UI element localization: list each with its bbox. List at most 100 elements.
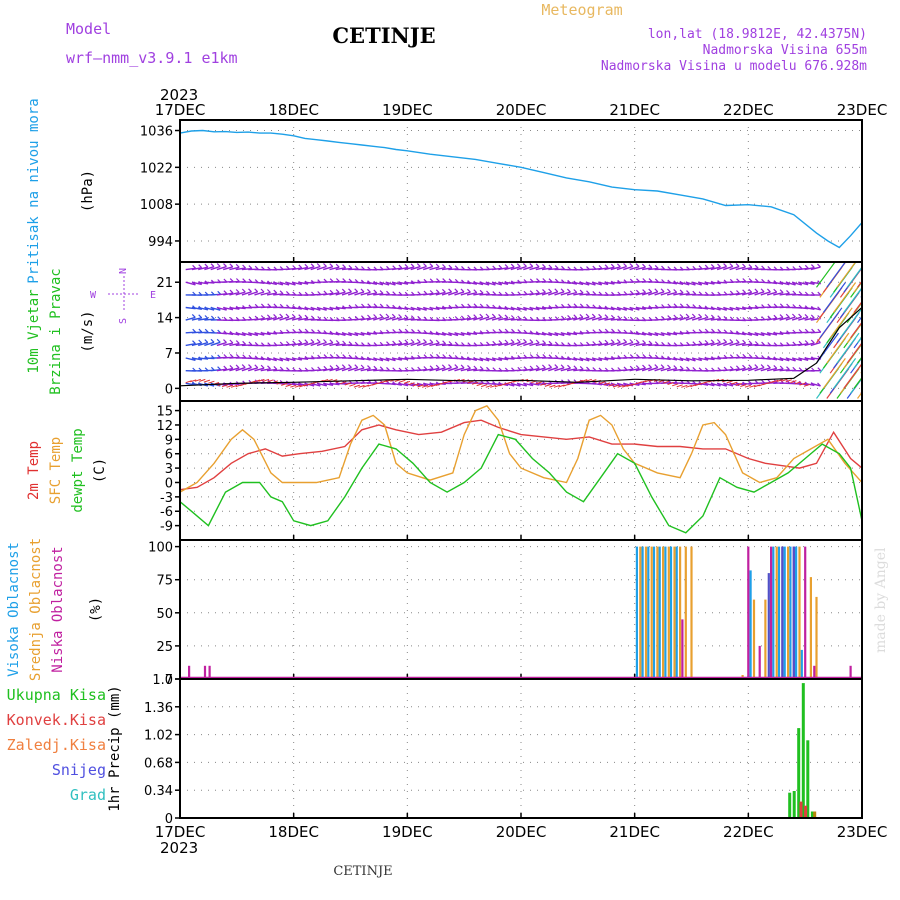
y-axis-label: (m/s) [80, 310, 96, 352]
bar [806, 740, 810, 818]
year-top: 2023 [160, 86, 198, 104]
y-axis-label: Srednja Oblacnost [28, 538, 44, 681]
bar [770, 546, 773, 679]
pressure-grid [180, 120, 862, 262]
y-axis-label: Brzina i Pravac [48, 268, 64, 394]
bar [652, 546, 656, 679]
y-tick-label: 14 [156, 312, 173, 327]
page-title: CETINJE [332, 23, 435, 48]
model-label: Model [66, 20, 111, 38]
series-line-dewpt-temp [180, 433, 862, 534]
bar [749, 570, 752, 679]
bar [810, 811, 814, 818]
series-line-sfc-temp [180, 404, 862, 493]
time-label: 21DEC [609, 823, 660, 841]
direction-label: N [118, 268, 129, 274]
time-label: 23DEC [837, 823, 888, 841]
y-tick-label: 1008 [140, 198, 173, 213]
y-tick-label: 12 [156, 419, 173, 434]
y-tick-label: 100 [148, 541, 173, 556]
bar [797, 728, 801, 818]
bar [775, 546, 778, 679]
bar [804, 546, 807, 679]
bar [787, 546, 790, 679]
y-tick-label: 1036 [140, 125, 173, 140]
model-name: wrf—nmm_v3.9.1 e1km [66, 49, 238, 67]
pressure-panel: 994 1008 1022 1036 Pritisak na nivou mora (hP… [26, 98, 863, 284]
y-tick-label: 15 [156, 405, 173, 420]
y-tick-label: 0.34 [144, 784, 173, 799]
y-tick-label: -6 [160, 505, 173, 520]
bar [799, 801, 803, 818]
time-label: 21DEC [609, 101, 660, 119]
altitude-label: Nadmorska Visina 655m [703, 43, 868, 58]
bar [809, 577, 812, 679]
y-axis-label: (C) [92, 458, 108, 483]
credit-watermark: made by Angel [873, 547, 889, 653]
direction-label: W [90, 290, 97, 301]
legend-entry: Ukupna Kisa [7, 686, 106, 704]
bar [792, 546, 795, 679]
legend-entry: Konvek.Kisa [7, 711, 106, 729]
bar [208, 665, 211, 679]
bar [758, 645, 761, 679]
y-tick-label: 50 [156, 607, 173, 622]
model-altitude-label: Nadmorska Visina u modelu 676.928m [601, 59, 867, 74]
precip-plot-area [788, 683, 817, 818]
y-axis-label: dewpt Temp [70, 428, 86, 512]
temperature-plot-area [180, 404, 862, 534]
y-tick-label: 0 [165, 476, 173, 491]
precip-grid [180, 679, 862, 818]
time-label: 22DEC [723, 823, 774, 841]
bar [684, 546, 687, 679]
bar [679, 546, 682, 679]
meteogram-label: Meteogram [541, 1, 622, 19]
y-tick-label: 0 [165, 382, 173, 397]
year-bottom: 2023 [160, 839, 198, 857]
bar [673, 546, 676, 679]
bar [667, 546, 670, 679]
bar [690, 546, 693, 679]
y-axis-label: (hPa) [80, 170, 96, 212]
bar [813, 811, 817, 818]
panels: 994 1008 1022 1036 Pritisak na nivou mora (hP… [6, 98, 863, 827]
bar [804, 805, 808, 818]
bar [752, 599, 756, 679]
clouds-plot-area [180, 546, 862, 679]
direction-label: S [118, 318, 129, 324]
pressure-plot-area [180, 129, 862, 249]
bar [681, 619, 684, 679]
y-tick-label: 0 [165, 673, 173, 688]
bar [639, 546, 642, 679]
time-label: 23DEC [837, 101, 888, 119]
y-axis-label: 2m Temp [26, 441, 42, 500]
y-axis-label: Niska Oblacnost [50, 546, 66, 672]
bar [635, 546, 638, 679]
bar [641, 546, 644, 679]
bar [669, 546, 673, 679]
direction-label: E [150, 290, 156, 301]
wind-barbs [185, 262, 862, 399]
bar [764, 599, 767, 679]
y-tick-label: 25 [156, 640, 173, 655]
coords-label: lon,lat (18.9812E, 42.4375N) [648, 27, 867, 42]
bar [781, 546, 784, 679]
time-axis-bottom: 17DEC 18DEC 19DEC 20DEC 21DEC 22DEC 23DEC [155, 823, 888, 841]
legend-entry: Zaledj.Kisa [7, 736, 106, 754]
time-label: 19DEC [382, 101, 433, 119]
bar [772, 546, 775, 679]
bar [813, 665, 816, 679]
y-axis-label: Pritisak na nivou mora [26, 98, 42, 283]
y-tick-label: 9 [165, 433, 173, 448]
bar [788, 792, 792, 818]
bar [203, 665, 207, 679]
temperature-frame [179, 400, 863, 541]
bar [783, 546, 786, 679]
y-tick-label: 75 [156, 574, 173, 589]
y-axis-label: SFC Temp [48, 437, 64, 504]
time-label: 20DEC [496, 823, 547, 841]
y-axis-label: Visoka Oblacnost [6, 542, 22, 677]
legend-entry: Snijeg [52, 761, 106, 779]
